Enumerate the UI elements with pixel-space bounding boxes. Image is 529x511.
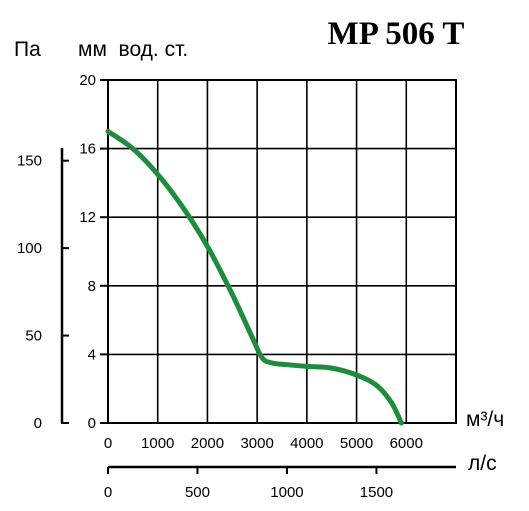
y-mm-tick-label: 4 bbox=[88, 346, 96, 363]
grid bbox=[107, 79, 457, 424]
x-tick-label: 3000 bbox=[240, 435, 273, 452]
axes bbox=[60, 148, 456, 469]
chart-title: MP 506 T bbox=[328, 16, 465, 52]
series-layer bbox=[105, 128, 404, 426]
x-tick-label: 6000 bbox=[390, 435, 423, 452]
ls-tick-label: 0 bbox=[104, 484, 112, 501]
x-tick-label: 2000 bbox=[191, 435, 224, 452]
ls-tick-label: 500 bbox=[185, 484, 210, 501]
pa-tick-label: 0 bbox=[34, 415, 42, 432]
pa-tick-label: 150 bbox=[17, 153, 42, 170]
y-mm-tick-label: 0 bbox=[88, 415, 96, 432]
ls-tick-label: 1000 bbox=[270, 484, 303, 501]
pa-tick-label: 100 bbox=[17, 240, 42, 257]
plot-frame bbox=[107, 79, 457, 424]
ticks: 0 1000 2000 3000 4000 5000 6000048121620050100… bbox=[17, 72, 423, 501]
x-unit-bottom-label: л/с bbox=[468, 452, 497, 475]
y-mm-tick-label: 12 bbox=[79, 209, 96, 226]
y-mm-tick-label: 20 bbox=[79, 72, 96, 89]
x-tick-label: 0 bbox=[104, 435, 112, 452]
pa-tick-label: 50 bbox=[25, 328, 42, 345]
y-mm-tick-label: 16 bbox=[79, 141, 96, 158]
x-tick-label: 5000 bbox=[340, 435, 373, 452]
mm-axis-label: мм вод. ст. bbox=[78, 38, 188, 61]
x-tick-label: 1000 bbox=[141, 435, 174, 452]
y-mm-tick-label: 8 bbox=[88, 278, 96, 295]
x-unit-top-label: м³/ч bbox=[466, 408, 504, 431]
series-line bbox=[105, 128, 404, 426]
pa-axis-label: Па bbox=[14, 38, 41, 61]
ls-tick-label: 1500 bbox=[360, 484, 393, 501]
x-tick-label: 4000 bbox=[290, 435, 323, 452]
